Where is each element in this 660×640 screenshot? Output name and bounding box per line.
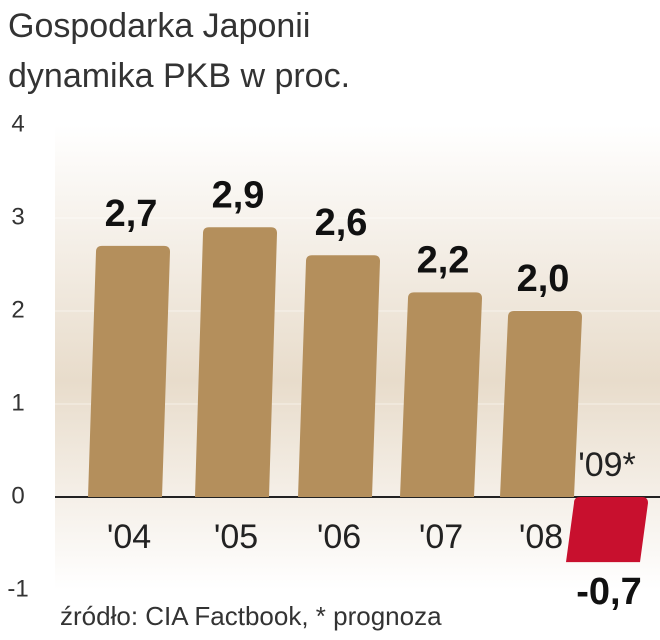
- bar: [400, 292, 482, 497]
- x-tick-label: '09*: [578, 446, 636, 484]
- y-tick-label: 0: [11, 482, 24, 509]
- bar: [195, 227, 277, 498]
- bar: [566, 497, 648, 563]
- source: źródło: CIA Factbook, * prognoza: [60, 601, 442, 631]
- x-tick-label: '05: [214, 518, 258, 556]
- x-tick-label: '04: [107, 518, 151, 556]
- value-label: 2,0: [517, 258, 570, 300]
- y-tick-label: -1: [7, 575, 28, 602]
- chart-title: Gospodarka Japonii: [8, 7, 310, 45]
- x-tick-label: '08: [519, 518, 563, 556]
- chart-subtitle: dynamika PKB w proc.: [8, 57, 350, 95]
- y-tick-label: 1: [11, 389, 24, 416]
- x-tick-label: '06: [317, 518, 361, 556]
- value-label: 2,2: [417, 239, 470, 281]
- y-tick-label: 4: [11, 110, 24, 137]
- value-label: 2,9: [212, 174, 265, 216]
- value-label: 2,7: [105, 193, 158, 235]
- x-tick-label: '07: [419, 518, 463, 556]
- bar: [500, 311, 582, 497]
- y-tick-label: 2: [11, 296, 24, 323]
- bar: [88, 245, 170, 497]
- value-label: -0,7: [576, 571, 641, 613]
- bar: [298, 255, 380, 497]
- y-tick-label: 3: [11, 203, 24, 230]
- value-label: 2,6: [315, 202, 368, 244]
